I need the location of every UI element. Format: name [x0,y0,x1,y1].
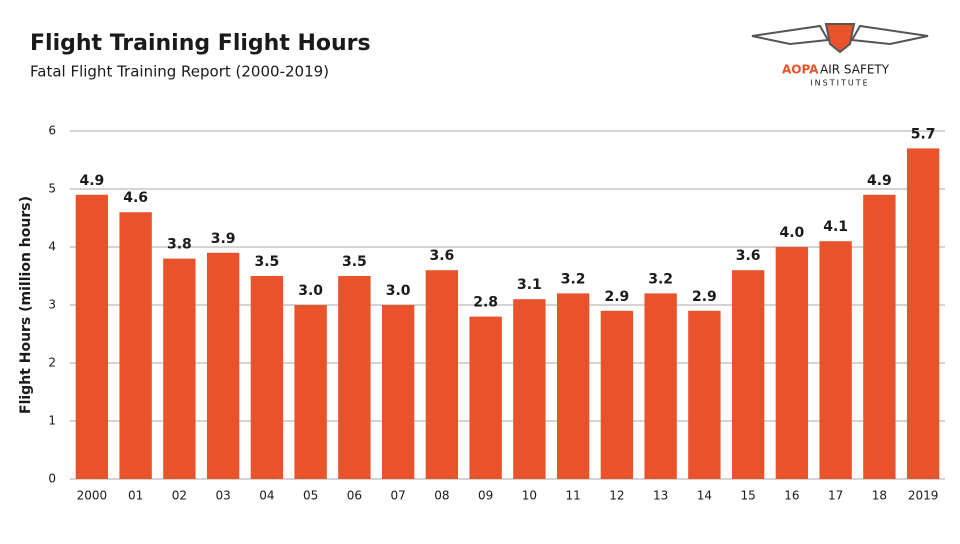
logo-wing-left [751,24,830,46]
y-tick-label: 4 [48,240,56,254]
x-tick-label: 10 [522,489,537,503]
y-tick-label: 5 [48,182,56,196]
bar [775,247,809,479]
x-tick-label: 08 [434,489,449,503]
value-label: 4.1 [823,219,848,235]
x-tick-label: 2019 [908,489,939,503]
x-tick-label: 06 [347,489,362,503]
bar [338,276,371,479]
x-tick-label: 05 [303,489,318,503]
logo-name: AIR SAFETY [820,63,890,77]
x-tick-label: 12 [609,489,624,503]
x-tick-label: 16 [784,489,799,503]
y-axis-title: Flight Hours (million hours) [18,196,34,414]
bar [819,241,852,479]
logo-brand: AOPA [782,63,819,77]
x-tick-label: 01 [128,489,143,503]
value-label: 2.8 [473,295,498,311]
x-tick-label: 04 [259,489,274,503]
bar [863,194,896,480]
bar [381,305,415,479]
value-label: 2.9 [692,289,717,305]
chart-subtitle: Fatal Flight Training Report (2000-2019) [30,63,329,81]
value-label: 3.0 [298,283,323,299]
value-label: 3.6 [429,248,454,264]
value-label: 3.2 [648,271,673,287]
bar [556,293,590,479]
value-label: 3.6 [736,248,761,264]
value-label: 4.0 [779,225,804,241]
bar [294,305,327,479]
value-label: 3.5 [342,254,367,270]
bar [206,252,240,479]
x-tick-label: 02 [172,489,187,503]
y-tick-label: 3 [48,298,56,312]
x-tick-label: 11 [565,489,580,503]
x-tick-label: 2000 [77,489,108,503]
x-tick-label: 15 [740,489,755,503]
logo-wing-right [850,24,929,46]
logo: AOPA AIR SAFETY INSTITUTE [751,23,929,88]
logo-shield [824,23,856,54]
bar [425,270,459,479]
x-tick-label: 07 [390,489,405,503]
bar [731,270,765,479]
value-label: 3.2 [561,271,586,287]
value-label: 3.1 [517,277,542,293]
value-label: 4.9 [867,173,892,189]
y-tick-label: 0 [48,472,56,486]
bar [75,194,109,480]
bar [513,299,546,479]
bar [688,310,721,479]
value-label: 4.6 [123,190,148,206]
value-label: 5.7 [911,126,936,142]
x-tick-label: 18 [872,489,887,503]
x-tick-label: 13 [653,489,668,503]
value-label: 3.8 [167,237,192,253]
x-tick-label: 14 [697,489,712,503]
bar [644,293,677,479]
bar [119,212,152,479]
bar [250,276,284,479]
bar [600,310,634,479]
x-tick-label: 09 [478,489,493,503]
value-label: 2.9 [604,289,629,305]
x-tick-label: 17 [828,489,843,503]
bar [906,148,940,479]
y-tick-label: 6 [48,124,56,138]
chart-title: Flight Training Flight Hours [30,31,371,56]
value-label: 3.5 [254,254,279,270]
y-tick-label: 1 [48,414,56,428]
bar [163,258,196,479]
value-label: 4.9 [79,173,104,189]
value-label: 3.0 [386,283,411,299]
x-tick-label: 03 [215,489,230,503]
value-label: 3.9 [211,231,236,247]
y-tick-label: 2 [48,356,56,370]
logo-sub: INSTITUTE [810,79,869,88]
bar [469,316,502,479]
